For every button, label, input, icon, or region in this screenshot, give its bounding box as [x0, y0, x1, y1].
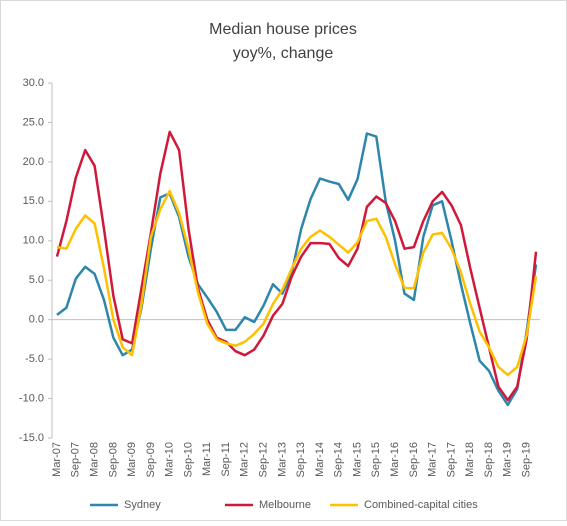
x-tick-label: Mar-08: [88, 442, 100, 477]
legend-label: Melbourne: [259, 499, 311, 511]
legend-label: Sydney: [124, 499, 161, 511]
x-tick-label: Sep-14: [333, 442, 345, 477]
y-tick-label: 15.0: [23, 195, 44, 207]
y-tick-label: 10.0: [23, 235, 44, 247]
x-tick-label: Sep-19: [521, 442, 533, 477]
y-tick-label: -15.0: [19, 432, 44, 444]
x-tick-label: Sep-10: [182, 442, 194, 477]
y-tick-label: 20.0: [23, 156, 44, 168]
x-tick-label: Sep-15: [370, 442, 382, 477]
chart-subtitle: yoy%, change: [233, 45, 334, 62]
x-tick-label: Sep-13: [295, 442, 307, 477]
x-tick-label: Mar-19: [502, 442, 514, 477]
x-tick-label: Mar-18: [464, 442, 476, 477]
y-tick-label: 5.0: [29, 274, 44, 286]
x-tick-label: Mar-14: [314, 442, 326, 477]
series-line: [55, 130, 538, 402]
x-tick-label: Mar-13: [276, 442, 288, 477]
x-tick-label: Sep-08: [107, 442, 119, 477]
y-tick-label: -5.0: [25, 353, 44, 365]
x-tick-label: Mar-15: [351, 442, 363, 477]
y-tick-label: 25.0: [23, 116, 44, 128]
x-tick-label: Sep-18: [483, 442, 495, 477]
x-tick-label: Sep-16: [408, 442, 420, 477]
x-tick-label: Mar-11: [201, 442, 213, 476]
y-tick-label: 0.0: [29, 314, 44, 326]
y-tick-label: 30.0: [23, 77, 44, 89]
x-tick-label: Mar-16: [389, 442, 401, 477]
legend-label: Combined-capital cities: [364, 499, 478, 511]
x-tick-label: Mar-09: [126, 442, 138, 477]
y-tick-label: -10.0: [19, 392, 44, 404]
x-tick-label: Mar-10: [164, 442, 176, 477]
series-line: [56, 189, 538, 377]
x-tick-label: Mar-17: [427, 442, 439, 477]
x-tick-label: Sep-17: [445, 442, 457, 477]
chart-title: Median house prices: [209, 21, 357, 38]
x-tick-label: Mar-12: [239, 442, 251, 477]
x-tick-label: Sep-11: [220, 442, 232, 477]
x-tick-label: Sep-09: [145, 442, 157, 477]
x-tick-label: Sep-07: [70, 442, 82, 477]
x-tick-label: Sep-12: [258, 442, 270, 477]
x-tick-label: Mar-07: [51, 442, 63, 477]
